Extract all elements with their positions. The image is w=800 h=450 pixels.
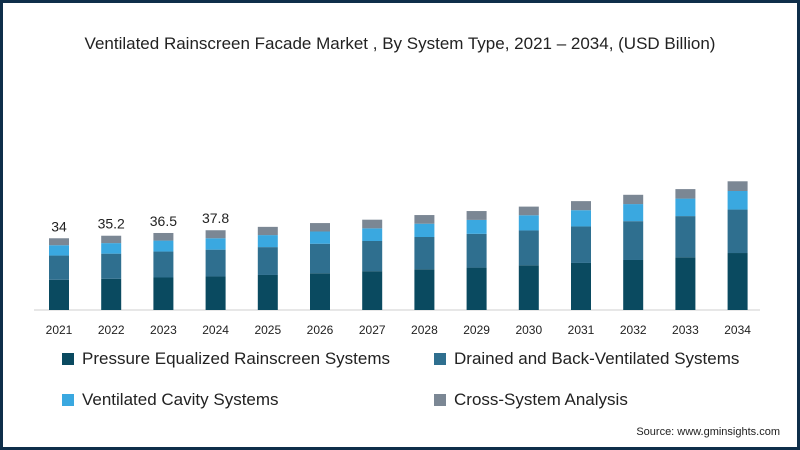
legend-item-drained-back-ventilated: Drained and Back-Ventilated Systems [434,349,739,369]
bar-segment-2033-s1 [675,216,696,258]
x-tick-label-2034: 2034 [724,323,751,337]
bar-segment-2022-s0 [101,278,122,310]
bar-segment-2025-s1 [257,247,278,275]
bar-segment-2025-s0 [257,274,278,310]
legend-swatch [434,394,446,406]
bar-segment-2034-s1 [727,209,748,254]
bar-segment-2022-s3 [101,235,122,244]
bar-segment-2024-s2 [205,238,226,250]
bar-segment-2030-s0 [518,265,539,310]
bar-segment-2032-s0 [623,259,644,310]
bar-segment-2025-s2 [257,235,278,248]
bar-segment-2030-s3 [518,206,539,216]
bar-segment-2031-s1 [571,226,591,263]
bar-segment-2026-s2 [310,231,330,244]
legend-label: Ventilated Cavity Systems [82,390,279,409]
bar-segment-2030-s1 [518,230,539,266]
bar-segment-2024-s0 [205,276,226,310]
x-tick-label-2021: 2021 [46,323,73,337]
total-label-2021: 34 [51,218,67,234]
x-tick-label-2025: 2025 [254,323,281,337]
bar-segment-2028-s0 [414,269,435,310]
x-tick-label-2022: 2022 [98,323,125,337]
bar-segment-2029-s1 [466,233,487,268]
bar-segment-2027-s1 [362,241,383,272]
x-tick-label-2023: 2023 [150,323,177,337]
x-tick-label-2026: 2026 [307,323,334,337]
bar-segment-2027-s2 [362,228,383,242]
legend-item-pressure-equalized: Pressure Equalized Rainscreen Systems [62,349,390,369]
x-tick-label-2027: 2027 [359,323,386,337]
bar-segment-2034-s3 [727,181,748,191]
bar-segment-2023-s1 [153,251,174,278]
bar-segment-2034-s2 [727,190,748,210]
bar-segment-2031-s2 [571,210,591,227]
bar-segment-2026-s0 [310,273,330,310]
x-tick-label-2024: 2024 [202,323,229,337]
bar-segment-2032-s1 [623,221,644,260]
legend-swatch [62,394,74,406]
bar-segment-2021-s3 [49,238,69,246]
bar-segment-2031-s3 [571,201,591,211]
bar-segment-2028-s3 [414,215,435,224]
bar-segment-2022-s1 [101,253,122,279]
total-label-2024: 37.8 [202,210,229,226]
bar-segment-2033-s0 [675,257,696,310]
legend-item-ventilated-cavity: Ventilated Cavity Systems [62,390,279,410]
chart-title: Ventilated Rainscreen Facade Market , By… [84,34,716,53]
x-tick-label-2029: 2029 [463,323,490,337]
bar-segment-2026-s3 [310,223,330,232]
x-tick-label-2028: 2028 [411,323,438,337]
bar-segment-2030-s2 [518,215,539,231]
bar-segment-2024-s1 [205,249,226,277]
x-tick-label-2032: 2032 [620,323,647,337]
bar-segment-2023-s2 [153,240,174,252]
bar-segment-2028-s1 [414,236,435,270]
bar-segment-2021-s2 [49,245,69,256]
bar-segment-2029-s2 [466,219,487,234]
source-note: Source: www.gminsights.com [636,426,780,438]
total-label-2022: 35.2 [98,216,125,232]
bar-segment-2021-s1 [49,255,69,280]
bar-segment-2022-s2 [101,243,122,254]
bar-segment-2031-s0 [571,262,591,310]
bar-segment-2033-s2 [675,198,696,217]
legend-item-cross-system: Cross-System Analysis [434,390,628,410]
total-label-2023: 36.5 [150,213,177,229]
bar-segment-2026-s1 [310,243,330,274]
bar-segment-2025-s3 [257,226,278,236]
legend-label: Cross-System Analysis [454,390,628,409]
x-tick-label-2033: 2033 [672,323,699,337]
bar-segment-2024-s3 [205,230,226,239]
bar-segment-2023-s0 [153,277,174,310]
legend-label: Drained and Back-Ventilated Systems [454,349,740,368]
bar-segment-2032-s2 [623,204,644,222]
bar-segment-2034-s0 [727,253,748,310]
bar-segment-2029-s3 [466,211,487,220]
bar-segment-2029-s0 [466,267,487,310]
bar-segment-2027-s0 [362,271,383,310]
bar-segment-2027-s3 [362,219,383,229]
legend-swatch [434,353,446,365]
bar-segment-2032-s3 [623,194,644,205]
bar-segment-2023-s3 [153,232,174,241]
x-tick-label-2031: 2031 [568,323,595,337]
x-tick-label-2030: 2030 [515,323,542,337]
legend-swatch [62,353,74,365]
legend-label: Pressure Equalized Rainscreen Systems [82,349,391,368]
bar-segment-2028-s2 [414,223,435,237]
bar-segment-2021-s0 [49,279,69,310]
bar-segment-2033-s3 [675,189,696,199]
